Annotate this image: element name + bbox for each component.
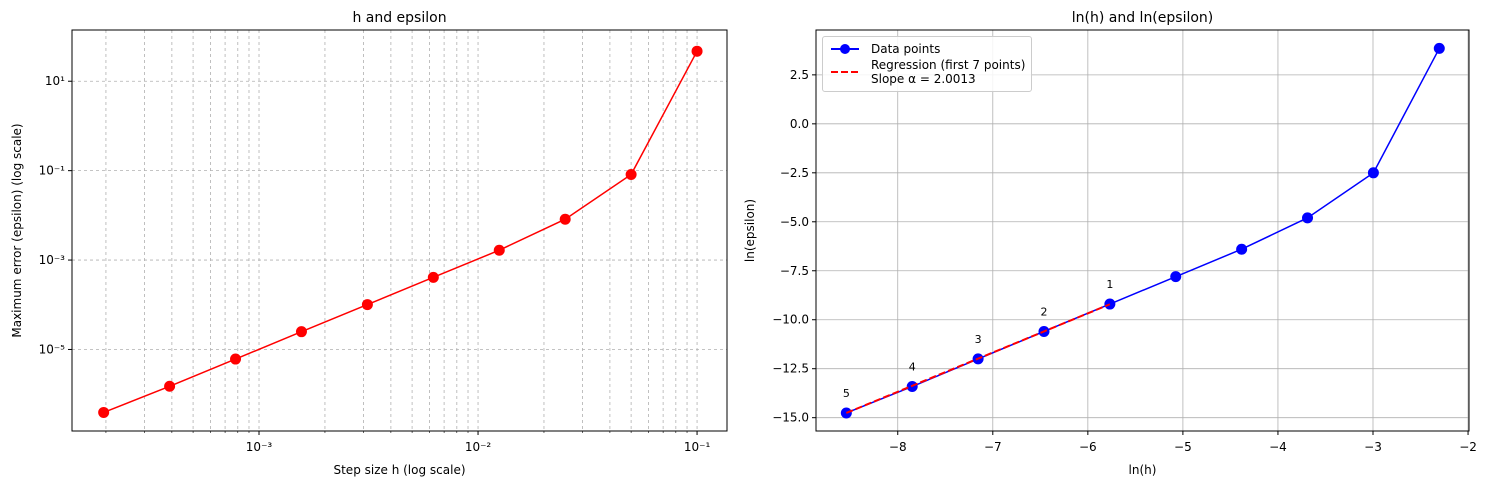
data-point (1170, 271, 1182, 283)
legend-marker (840, 44, 850, 54)
data-point (691, 45, 703, 57)
y-tick-label: −10.0 (772, 313, 809, 327)
series-line (103, 50, 698, 414)
point-label: 2 (1040, 305, 1047, 318)
data-point (1104, 298, 1116, 310)
y-tick-label: −7.5 (780, 264, 809, 278)
x-tick-label: −3 (1364, 440, 1382, 454)
y-tick-label: −2.5 (780, 166, 809, 180)
data-point (559, 213, 571, 225)
y-tick-label: 0.0 (790, 117, 809, 131)
legend: Data points Regression (first 7 points) S… (822, 36, 1033, 92)
point-label: 1 (1106, 278, 1113, 291)
x-tick-label: 10⁻² (465, 440, 492, 454)
data-point (1236, 243, 1248, 255)
y-axis-label: ln(epsilon) (743, 199, 757, 262)
data-point (1302, 212, 1314, 224)
y-tick-label: 2.5 (790, 68, 809, 82)
data-point (164, 380, 176, 392)
y-axis-label: Maximum error (epsilon) (log scale) (10, 123, 24, 337)
y-tick-label: 10⁻³ (39, 253, 66, 267)
x-tick-label: −4 (1269, 440, 1287, 454)
legend-label: Regression (first 7 points) Slope α = 2.… (871, 58, 1026, 86)
point-label: 4 (909, 361, 916, 374)
point-label: 3 (975, 333, 982, 346)
series-line (846, 48, 1440, 414)
data-point (98, 406, 110, 418)
x-tick-label: 10⁻³ (246, 440, 273, 454)
x-tick-label: −5 (1174, 440, 1192, 454)
data-point (1433, 42, 1445, 54)
data-point (230, 353, 242, 365)
y-tick-label: −5.0 (780, 215, 809, 229)
x-tick-label: −8 (889, 440, 907, 454)
legend-icon (831, 44, 859, 54)
plot-frame (71, 29, 728, 432)
legend-label: Data points (871, 42, 941, 56)
chart-title: ln(h) and ln(epsilon) (1072, 10, 1214, 26)
data-point (1367, 167, 1379, 179)
plot-frame (815, 29, 1470, 432)
x-tick-label: −2 (1459, 440, 1477, 454)
data-point (295, 326, 307, 338)
x-axis-label: ln(h) (1129, 463, 1157, 477)
x-tick-label: 10⁻¹ (684, 440, 711, 454)
data-point (493, 244, 505, 256)
point-label: 5 (843, 387, 850, 400)
x-tick-label: −6 (1079, 440, 1097, 454)
x-axis-label: Step size h (log scale) (333, 463, 465, 477)
y-tick-label: −15.0 (772, 411, 809, 425)
y-tick-label: 10⁻¹ (39, 164, 66, 178)
x-tick-label: −7 (984, 440, 1002, 454)
chart-title: h and epsilon (352, 10, 446, 26)
data-point (361, 299, 373, 311)
legend-icon (831, 71, 859, 73)
series-line (845, 303, 1111, 414)
y-tick-label: 10⁻⁵ (39, 342, 66, 356)
data-point (625, 168, 637, 180)
legend-entry: Data points (829, 42, 1025, 56)
y-tick-label: 10¹ (45, 74, 65, 88)
data-point (427, 271, 439, 283)
legend-entry: Regression (first 7 points) Slope α = 2.… (829, 58, 1025, 86)
y-tick-label: −12.5 (772, 362, 809, 376)
